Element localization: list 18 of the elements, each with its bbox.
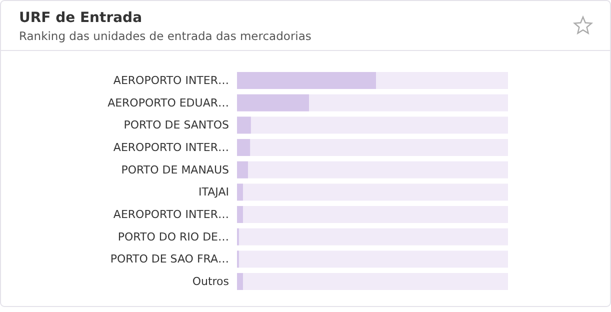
y-tick-label: PORTO DE SANTOS xyxy=(124,118,230,132)
bar xyxy=(237,161,248,178)
chart-subtitle: Ranking das unidades de entrada das mercadorias xyxy=(19,29,312,43)
y-tick-label: AEROPORTO INTER… xyxy=(113,74,229,88)
y-tick-label: ITAJAI xyxy=(198,186,229,199)
bar xyxy=(237,206,243,223)
y-tick-label: AEROPORTO INTER… xyxy=(113,141,229,154)
bar xyxy=(237,184,243,201)
y-tick-label: AEROPORTO INTER… xyxy=(113,208,229,222)
text: URF de Entrada xyxy=(19,10,142,26)
bar xyxy=(237,139,250,156)
y-tick-label: PORTO DE MANAUS xyxy=(121,163,230,176)
y-tick-label: PORTO DO RIO DE… xyxy=(118,230,229,244)
bar xyxy=(237,116,251,134)
bar xyxy=(237,273,243,290)
y-tick-label: Outros xyxy=(192,275,230,288)
y-tick-label: PORTO DE SAO FRA… xyxy=(110,252,229,266)
y-tick-label: AEROPORTO EDUAR… xyxy=(108,96,229,110)
